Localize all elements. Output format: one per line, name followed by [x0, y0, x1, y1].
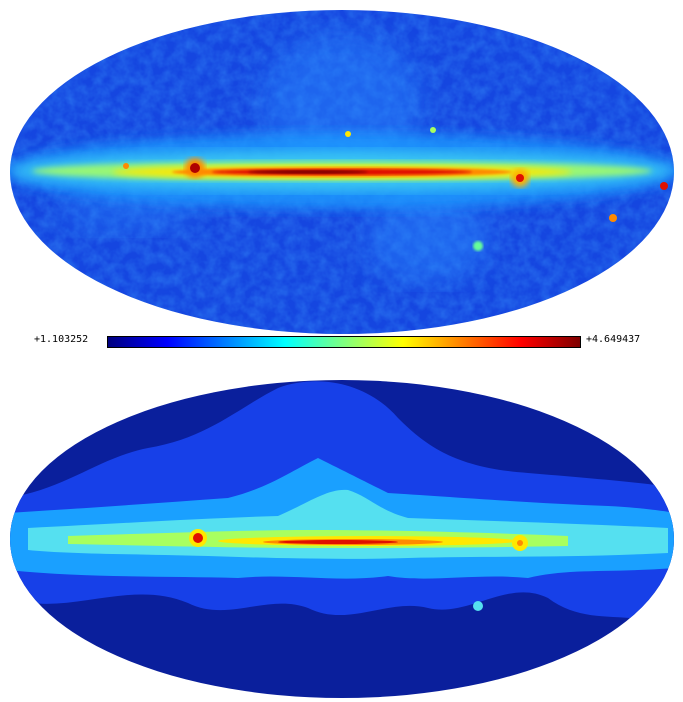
- colorbar-max-label: +4.649437: [586, 334, 641, 345]
- sky-map-continuous: [10, 10, 674, 334]
- colorbar: [107, 336, 581, 348]
- sky-map-contoured: [10, 380, 674, 698]
- colorbar-min-label: +1.103252: [34, 334, 89, 345]
